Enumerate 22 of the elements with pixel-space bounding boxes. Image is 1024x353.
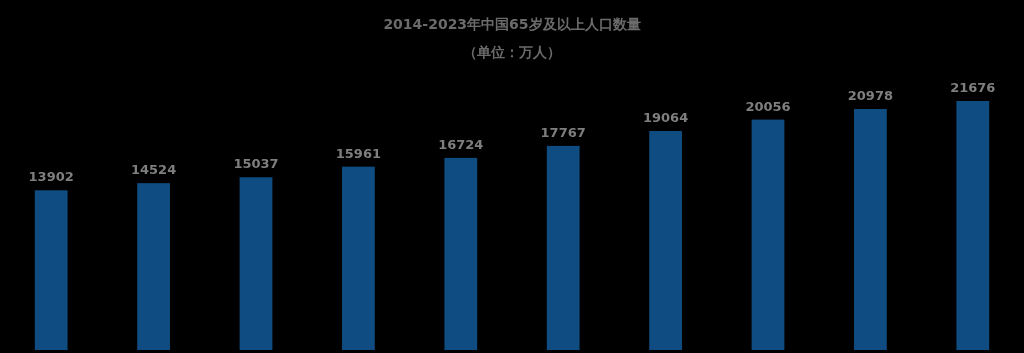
data-label: 15037	[233, 156, 279, 172]
bar	[649, 131, 682, 350]
data-label: 15961	[335, 145, 382, 161]
bar	[956, 101, 990, 350]
data-label: 19064	[642, 110, 689, 125]
data-label: 20056	[745, 98, 791, 114]
bar	[444, 157, 478, 350]
data-label: 16724	[438, 136, 484, 152]
bar	[34, 190, 68, 350]
bar	[546, 145, 580, 350]
bar	[751, 119, 785, 350]
bar	[854, 109, 887, 350]
bar	[239, 177, 273, 350]
data-label: 14524	[130, 162, 177, 178]
data-label: 17767	[540, 124, 586, 140]
bar	[342, 166, 375, 350]
data-label: 20978	[847, 88, 894, 104]
data-label: 21676	[950, 80, 996, 95]
bar	[137, 183, 170, 350]
chart-title: 2014-2023年中国65岁及以上人口数量	[383, 16, 641, 32]
chart-subtitle: （单位：万人）	[463, 44, 561, 60]
data-label: 13902	[28, 169, 74, 185]
